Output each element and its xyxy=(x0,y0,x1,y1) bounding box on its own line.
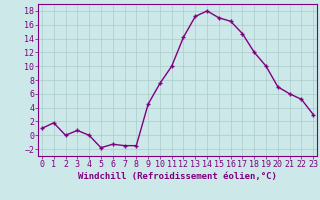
X-axis label: Windchill (Refroidissement éolien,°C): Windchill (Refroidissement éolien,°C) xyxy=(78,172,277,181)
